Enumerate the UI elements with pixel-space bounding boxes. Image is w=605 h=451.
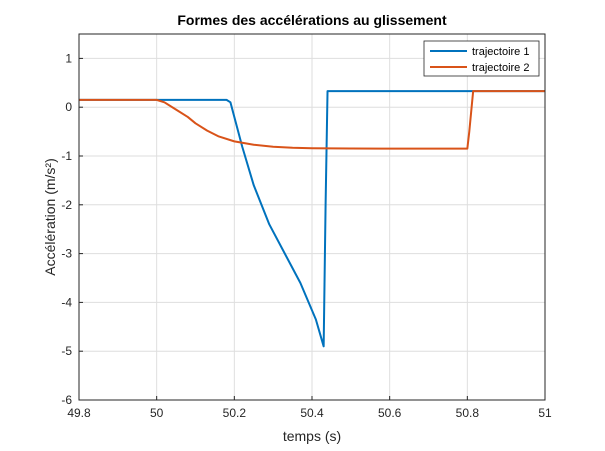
legend-label-trajectoire-1: trajectoire 1 xyxy=(472,46,529,58)
tick-layer: 49.8 50 50.2 50.4 50.6 50.8 51 -6 -5 -4 -3 -2 -1 0 1 xyxy=(61,51,552,420)
series-layer xyxy=(79,90,545,348)
x-tick-label: 51 xyxy=(538,406,552,420)
x-tick-label: 50.4 xyxy=(300,406,324,420)
y-tick-label: -2 xyxy=(61,198,72,212)
legend-label-trajectoire-2: trajectoire 2 xyxy=(472,62,529,74)
series-line-trajectoire-2 xyxy=(79,90,545,150)
x-axis-label: temps (s) xyxy=(283,428,341,444)
y-axis-label: Accélération (m/s²) xyxy=(42,158,58,275)
y-tick-label: -1 xyxy=(61,149,72,163)
x-tick-label: 50.6 xyxy=(378,406,402,420)
y-tick-label: -3 xyxy=(61,247,72,261)
x-tick-label: 50.2 xyxy=(223,406,247,420)
y-tick-label: -6 xyxy=(61,393,72,407)
chart-title: Formes des accélérations au glissement xyxy=(177,12,447,28)
x-tick-label: 49.8 xyxy=(67,406,91,420)
y-tick-label: 0 xyxy=(65,100,72,114)
x-tick-label: 50 xyxy=(150,406,164,420)
y-tick-label: -5 xyxy=(61,344,72,358)
legend: trajectoire 1 trajectoire 2 xyxy=(423,40,540,77)
y-tick-label: 1 xyxy=(65,51,72,65)
series-line-trajectoire-1 xyxy=(79,90,545,348)
y-tick-label: -4 xyxy=(61,295,72,309)
x-tick-label: 50.8 xyxy=(456,406,480,420)
legend-box xyxy=(423,40,540,77)
